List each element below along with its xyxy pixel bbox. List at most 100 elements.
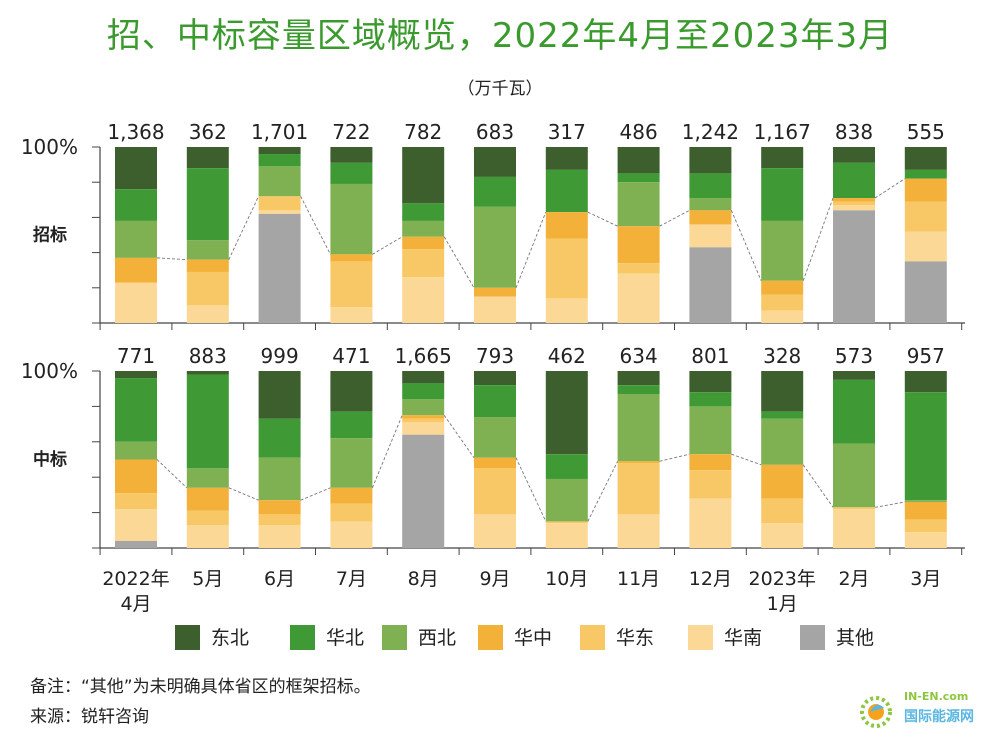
connector-line — [300, 196, 331, 255]
bar-segment — [258, 196, 301, 211]
bar-segment — [115, 220, 157, 258]
bar-segment — [115, 441, 157, 460]
legend-label: 华东 — [616, 627, 654, 649]
bar-segment — [761, 418, 804, 465]
bar-segment — [833, 201, 875, 206]
x-tick-label: 6月 — [264, 568, 295, 590]
bar-segment — [904, 500, 947, 502]
bar-segment — [689, 247, 732, 323]
bar-segment — [330, 521, 373, 548]
connector-line — [228, 196, 260, 260]
legend-label: 东北 — [211, 627, 249, 649]
total-label: 1,665 — [395, 344, 452, 368]
bar-segment — [617, 371, 660, 386]
bar-segment — [115, 540, 157, 548]
bar-segment — [904, 178, 947, 202]
connector-line — [156, 257, 187, 261]
bar-segment — [330, 162, 373, 184]
panel-label: 招标 — [33, 224, 67, 245]
total-label: 317 — [548, 120, 586, 144]
total-label: 1,167 — [754, 120, 811, 144]
connector-line — [731, 453, 762, 466]
bar-segment — [689, 224, 732, 248]
x-tick-label: 2022年 — [102, 568, 169, 590]
total-label: 793 — [476, 344, 514, 368]
bar-segment — [186, 259, 229, 272]
bar-segment — [833, 198, 875, 202]
bar-segment — [402, 249, 445, 278]
bar-segment — [115, 257, 157, 283]
connector-line — [443, 414, 475, 458]
bar-segment — [402, 371, 445, 384]
bar-segment — [258, 210, 301, 214]
connector-line — [874, 178, 906, 199]
source-line: 来源：锐轩咨询 — [30, 707, 149, 727]
bar-segment — [258, 371, 301, 419]
bar-segment — [833, 162, 875, 199]
stacked-bar-chart: 100% 招标 1,368 362 1,701 722 782 683 317 486 1,242 1… — [21, 120, 965, 650]
bar-segment — [904, 169, 947, 179]
bar-segment — [904, 501, 947, 520]
x-tick-label: 8月 — [408, 568, 439, 590]
bar-segment — [833, 507, 875, 510]
bar-segment — [186, 271, 229, 306]
legend-swatch — [478, 625, 503, 650]
bar-segment — [258, 457, 301, 501]
x-tick-label: 9月 — [479, 568, 510, 590]
connector-line — [156, 459, 188, 489]
bar-segment — [689, 210, 732, 225]
bar-segment — [761, 310, 804, 323]
bar-segment — [402, 418, 445, 423]
total-label: 328 — [763, 344, 801, 368]
bar-segment — [617, 263, 660, 274]
x-tick-label: 2月 — [838, 568, 869, 590]
bar-segment — [545, 238, 588, 299]
connector-line — [874, 501, 905, 508]
total-label: 782 — [404, 120, 442, 144]
connector-line — [802, 197, 834, 281]
bar-segment — [689, 198, 732, 211]
bar-segment — [115, 371, 157, 379]
bar-segment — [689, 454, 732, 471]
bar-segment — [330, 261, 373, 308]
bar-segment — [402, 399, 445, 416]
bar-segment — [689, 470, 732, 499]
footnote: 备注：“其他”为未明确具体省区的框架招标。 — [30, 677, 371, 697]
bar-segment — [474, 417, 516, 458]
connector-line — [371, 415, 403, 488]
panel-label: 中标 — [33, 449, 67, 470]
bar-segment — [904, 231, 947, 262]
bar-segment — [689, 147, 732, 174]
x-tick-label: 10月 — [545, 568, 588, 590]
bar-segment — [904, 371, 947, 393]
bar-segment — [115, 147, 157, 190]
bar-segment — [115, 493, 157, 510]
x-tick-label: 1月 — [767, 593, 798, 615]
total-label: 801 — [691, 344, 729, 368]
bar-segment — [689, 371, 732, 393]
bar-segment — [904, 147, 947, 170]
total-label: 1,701 — [251, 120, 308, 144]
bar-segment — [474, 514, 516, 548]
total-label: 1,242 — [682, 120, 739, 144]
total-label: 999 — [261, 344, 299, 368]
bar-segment — [186, 168, 229, 241]
bar-segment — [402, 415, 445, 419]
legend-swatch — [290, 625, 315, 650]
bar-segment — [617, 463, 660, 515]
bar-segment — [186, 240, 229, 260]
x-tick-label: 11月 — [617, 568, 660, 590]
bar-segment — [258, 147, 301, 155]
bar-segment — [115, 459, 157, 494]
legend-swatch — [580, 625, 605, 650]
bar-segment — [258, 213, 301, 323]
bar-segment — [617, 461, 660, 464]
x-tick-label: 4月 — [120, 593, 151, 615]
bar-segment — [258, 514, 301, 525]
bar-segment — [402, 203, 445, 221]
bar-segment — [545, 371, 588, 455]
bar-segment — [330, 371, 373, 412]
x-tick-label: 2023年 — [749, 568, 816, 590]
bar-segment — [833, 443, 875, 508]
bar-segment — [330, 438, 373, 488]
